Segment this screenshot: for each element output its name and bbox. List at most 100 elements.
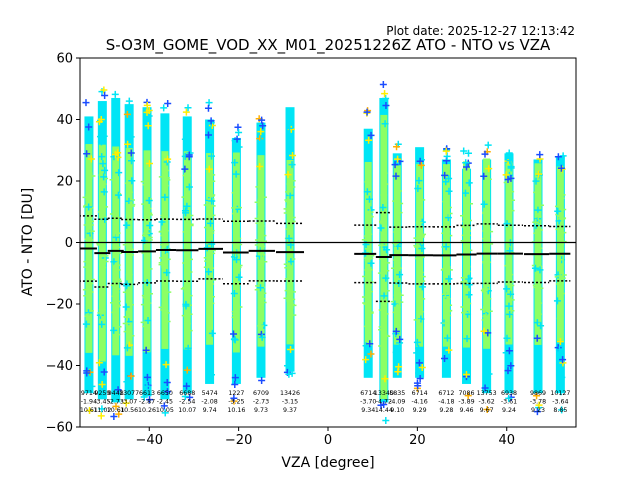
data-point xyxy=(164,99,172,107)
data-point xyxy=(123,313,131,321)
vza-group-8 xyxy=(230,123,243,405)
data-point xyxy=(379,204,387,212)
data-point xyxy=(205,165,213,173)
vza-group-12 xyxy=(377,81,391,425)
data-point xyxy=(536,284,544,292)
group-std-label: 9.67 xyxy=(480,407,494,414)
data-point xyxy=(415,177,423,185)
data-point xyxy=(203,223,211,231)
data-point xyxy=(393,303,401,311)
data-point xyxy=(185,327,193,335)
data-point xyxy=(82,99,90,107)
data-point xyxy=(283,362,291,370)
vza-group-5 xyxy=(158,99,172,417)
data-point xyxy=(123,344,131,352)
data-point xyxy=(256,285,264,293)
data-point xyxy=(161,193,169,201)
data-point xyxy=(393,228,401,236)
data-point xyxy=(257,304,265,312)
data-point xyxy=(362,356,370,364)
x-tick-label: −40 xyxy=(136,433,163,448)
group-count-label: 9259 xyxy=(94,390,110,397)
data-point xyxy=(124,367,132,375)
data-point xyxy=(557,290,565,298)
data-point xyxy=(506,157,514,165)
data-point xyxy=(208,371,216,379)
group-std-label: 9.46 xyxy=(460,407,474,414)
data-point xyxy=(140,318,148,326)
data-point xyxy=(284,287,292,295)
group-mean-label: -3.45 xyxy=(94,399,110,406)
data-point xyxy=(535,299,543,307)
data-point xyxy=(115,169,123,177)
data-point xyxy=(82,286,90,294)
data-point xyxy=(258,333,266,341)
group-std-label: 9.73 xyxy=(254,407,268,414)
data-point xyxy=(208,276,216,284)
data-point xyxy=(483,304,491,312)
group-mean-label: -2.45 xyxy=(157,399,173,406)
data-point xyxy=(142,323,150,331)
data-point xyxy=(87,155,95,163)
data-point xyxy=(445,187,453,195)
vza-group-18 xyxy=(502,149,516,402)
data-point xyxy=(231,210,239,218)
data-point xyxy=(83,292,91,300)
group-mean-label: -3.78 xyxy=(530,399,546,406)
data-point xyxy=(463,262,471,270)
data-point xyxy=(122,303,130,311)
data-point xyxy=(379,81,387,89)
data-point xyxy=(83,367,91,375)
data-point xyxy=(484,329,492,337)
data-point xyxy=(123,328,131,336)
data-point xyxy=(391,264,399,272)
data-point xyxy=(444,203,452,211)
data-point xyxy=(366,308,374,316)
group-mean-label: -2.73 xyxy=(253,399,269,406)
data-point xyxy=(377,269,385,277)
data-point xyxy=(182,259,190,267)
data-point xyxy=(377,401,385,409)
data-point xyxy=(532,218,540,226)
group-mean-label: -4.16 xyxy=(411,399,427,406)
data-point xyxy=(480,172,488,180)
group-mean-label: -4.09 xyxy=(389,399,405,406)
vza-group-6 xyxy=(180,104,194,401)
data-point xyxy=(235,143,243,151)
group-count-label: 6650 xyxy=(157,390,173,397)
data-point xyxy=(363,108,371,116)
data-point xyxy=(393,237,401,245)
vza-group-14 xyxy=(413,147,427,392)
vza-group-16 xyxy=(460,147,474,400)
data-point xyxy=(183,366,191,374)
data-point xyxy=(144,299,152,307)
data-point xyxy=(181,392,189,400)
y-tick-label: 40 xyxy=(56,113,73,128)
data-point xyxy=(535,170,543,178)
data-point xyxy=(462,370,470,378)
group-count-label: 6709 xyxy=(253,390,269,397)
data-point xyxy=(382,274,390,282)
data-point xyxy=(537,322,545,330)
data-point xyxy=(481,285,489,293)
data-point xyxy=(481,316,489,324)
data-point xyxy=(112,288,120,296)
data-point xyxy=(535,244,543,252)
data-point xyxy=(126,382,134,390)
data-point xyxy=(114,190,122,198)
data-point xyxy=(363,188,371,196)
data-point xyxy=(362,342,370,350)
data-point xyxy=(258,377,266,385)
data-point xyxy=(415,237,423,245)
data-point xyxy=(160,232,168,240)
data-point xyxy=(144,316,152,324)
data-point xyxy=(158,261,166,269)
data-point xyxy=(110,326,118,334)
data-point xyxy=(113,214,121,222)
data-point xyxy=(502,171,510,179)
data-point xyxy=(88,382,96,390)
data-point xyxy=(288,369,296,377)
data-point xyxy=(394,155,402,163)
data-point xyxy=(161,227,169,235)
y-tick-label: 0 xyxy=(65,236,73,251)
